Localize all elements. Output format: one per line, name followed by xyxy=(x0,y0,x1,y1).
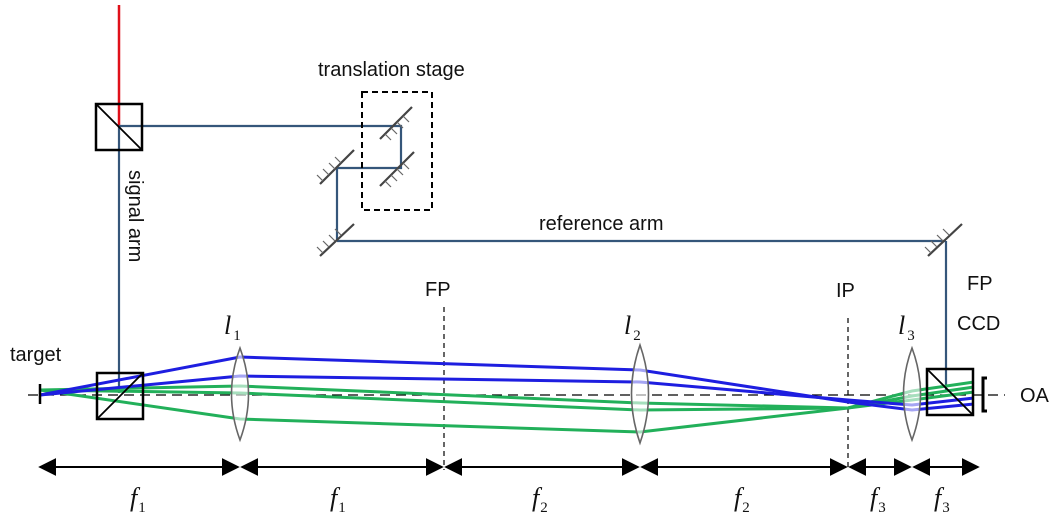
distance-label: f3 xyxy=(934,483,950,516)
distance-label: f2 xyxy=(734,483,750,516)
beam-splitter-ccd xyxy=(925,367,975,417)
beam-splitter-bottom xyxy=(95,371,145,421)
blue-rays xyxy=(39,355,975,412)
distance-label: f3 xyxy=(870,483,886,516)
ccd-label: CCD xyxy=(957,313,1000,335)
fourier-plane-label: FP xyxy=(425,279,451,301)
beam-path xyxy=(117,124,948,393)
lens-l3 xyxy=(902,345,922,443)
mirror xyxy=(316,223,355,257)
signal-arm-label: signal arm xyxy=(124,170,146,262)
green-rays xyxy=(39,380,975,434)
image-plane-label: IP xyxy=(836,280,855,302)
distance-label: f2 xyxy=(532,483,548,516)
lens-l2 xyxy=(630,342,650,446)
mirror xyxy=(379,106,413,141)
ccd-detector xyxy=(981,376,987,413)
mirror xyxy=(379,151,415,188)
mirror xyxy=(924,223,963,257)
translation-stage-box xyxy=(361,91,433,211)
optical-axis-label: OA xyxy=(1020,385,1050,407)
distance-label: f1 xyxy=(330,483,346,516)
target-label: target xyxy=(10,344,62,366)
reference-arm-label: reference arm xyxy=(539,213,664,235)
distance-label: f1 xyxy=(130,483,146,516)
mirror xyxy=(316,149,355,185)
fourier-plane-ccd-label: FP xyxy=(967,273,993,295)
lens-l1 xyxy=(230,345,250,443)
beam-splitter-top xyxy=(94,102,144,152)
translation-stage-label: translation stage xyxy=(318,59,465,81)
